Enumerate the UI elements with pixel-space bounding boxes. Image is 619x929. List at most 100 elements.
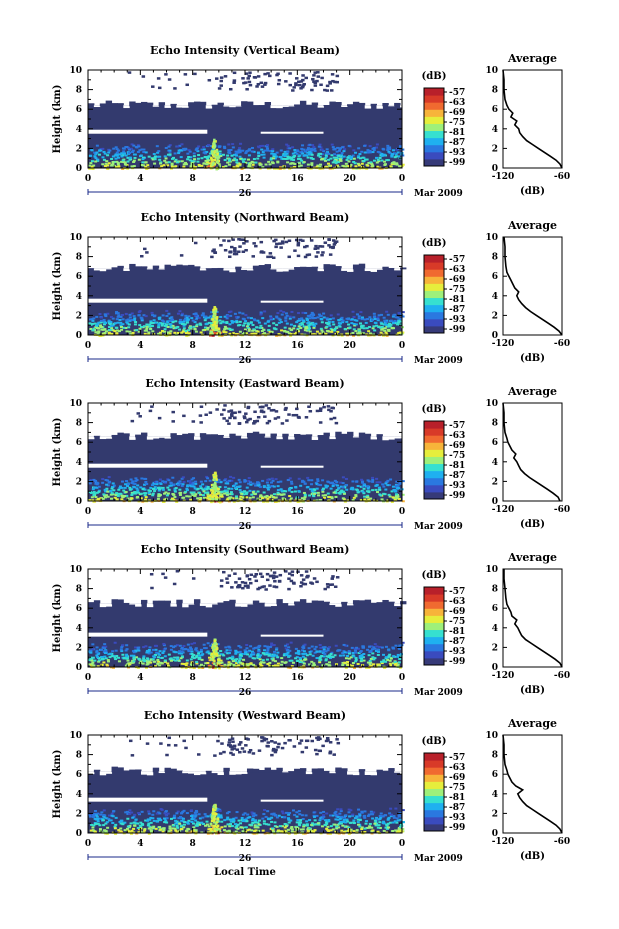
plume-cell bbox=[210, 318, 214, 321]
echo-cell bbox=[260, 661, 264, 664]
sparse-echo-cell bbox=[243, 584, 248, 588]
echo-cell bbox=[373, 657, 377, 660]
echo-cell bbox=[206, 485, 210, 488]
echo-cell bbox=[154, 653, 158, 656]
echo-cell bbox=[357, 652, 361, 655]
sparse-echo-cell bbox=[227, 741, 232, 744]
echo-cell bbox=[256, 482, 260, 485]
sparse-echo-cell bbox=[240, 747, 245, 750]
sparse-echo-cell bbox=[241, 586, 245, 590]
plume-cell bbox=[214, 485, 218, 488]
echo-cell bbox=[377, 486, 381, 489]
echo-cell bbox=[89, 154, 93, 157]
echo-cell bbox=[194, 318, 198, 321]
echo-cell bbox=[127, 147, 131, 150]
echo-cell bbox=[337, 157, 341, 160]
echo-cell bbox=[115, 311, 119, 314]
echo-cell bbox=[342, 816, 346, 819]
echo-cell bbox=[293, 163, 297, 166]
colorbar-tick-label: -99 bbox=[449, 325, 465, 335]
layer-edge-cell bbox=[93, 600, 101, 605]
echo-cell bbox=[398, 644, 402, 647]
sparse-echo-cell bbox=[331, 79, 335, 83]
echo-cell bbox=[88, 482, 92, 485]
echo-cell bbox=[206, 157, 210, 160]
sparse-echo-cell bbox=[287, 239, 292, 242]
echo-cell bbox=[243, 479, 247, 482]
echo-cell bbox=[326, 323, 330, 326]
sparse-echo-cell bbox=[331, 575, 335, 578]
y-axis-label: Height (km) bbox=[52, 252, 63, 321]
echo-cell bbox=[128, 152, 132, 155]
sparse-echo-cell bbox=[287, 572, 292, 575]
plume-cell bbox=[213, 652, 217, 656]
echo-cell bbox=[90, 662, 94, 665]
echo-cell bbox=[137, 311, 141, 314]
echo-cell bbox=[172, 156, 176, 159]
echo-cell bbox=[92, 664, 96, 667]
echo-cell bbox=[199, 485, 203, 488]
echo-cell bbox=[97, 659, 101, 662]
echo-cell bbox=[167, 488, 171, 491]
sparse-echo-cell bbox=[316, 247, 320, 250]
echo-cell bbox=[265, 495, 269, 498]
echo-cell bbox=[205, 651, 209, 654]
echo-cell bbox=[401, 809, 405, 812]
echo-cell bbox=[147, 812, 151, 815]
echo-cell bbox=[309, 152, 313, 155]
echo-cell bbox=[265, 823, 269, 826]
profile-y-tick-label: 4 bbox=[492, 292, 498, 302]
echo-cell bbox=[180, 662, 184, 665]
echo-cell bbox=[115, 332, 119, 335]
echo-cell bbox=[271, 317, 275, 320]
echo-cell bbox=[326, 158, 330, 161]
echo-cell bbox=[123, 656, 127, 659]
echo-cell bbox=[298, 319, 302, 322]
sparse-echo-cell bbox=[262, 738, 266, 742]
sparse-echo-cell bbox=[331, 406, 335, 410]
echo-cell bbox=[114, 166, 118, 169]
echo-cell bbox=[199, 663, 203, 666]
echo-cell bbox=[206, 491, 210, 494]
echo-cell bbox=[222, 490, 226, 493]
plume-cell bbox=[210, 324, 213, 327]
sparse-echo-cell bbox=[260, 409, 264, 412]
layer-edge-cell bbox=[241, 603, 248, 607]
layer-edge-cell bbox=[199, 771, 207, 775]
echo-cell bbox=[312, 664, 316, 667]
echo-cell bbox=[297, 165, 301, 168]
echo-cell bbox=[391, 149, 395, 152]
sparse-echo-cell bbox=[244, 72, 249, 75]
echo-cell bbox=[228, 479, 232, 482]
echo-cell bbox=[105, 160, 109, 163]
layer-edge-cell bbox=[364, 771, 372, 775]
echo-cell bbox=[249, 483, 253, 486]
echo-cell bbox=[241, 490, 245, 493]
panel-1: Echo Intensity (Vertical Beam)0246810Hei… bbox=[52, 44, 570, 199]
plume-cell bbox=[210, 500, 213, 504]
echo-cell bbox=[277, 317, 281, 320]
colorbar-swatch bbox=[424, 269, 444, 277]
echo-cell bbox=[210, 316, 214, 319]
echo-cell bbox=[227, 149, 231, 152]
sparse-echo-cell bbox=[328, 750, 333, 754]
echo-cell bbox=[228, 332, 232, 335]
echo-cell bbox=[351, 167, 355, 170]
echo-cell bbox=[205, 475, 209, 478]
echo-cell bbox=[332, 323, 336, 326]
echo-cell bbox=[307, 153, 311, 156]
echo-cell bbox=[328, 646, 332, 649]
echo-cell bbox=[182, 324, 186, 327]
echo-cell bbox=[380, 328, 384, 331]
layer-edge-cell bbox=[270, 603, 277, 607]
sparse-echo-cell bbox=[328, 741, 333, 744]
layer-edge-cell bbox=[164, 767, 171, 773]
echo-cell bbox=[161, 488, 165, 491]
echo-cell bbox=[334, 158, 338, 161]
echo-cell bbox=[256, 657, 260, 660]
echo-cell bbox=[395, 484, 399, 487]
echo-cell bbox=[190, 642, 194, 645]
echo-cell bbox=[388, 495, 392, 498]
echo-cell bbox=[251, 657, 255, 660]
echo-cell bbox=[144, 666, 148, 669]
